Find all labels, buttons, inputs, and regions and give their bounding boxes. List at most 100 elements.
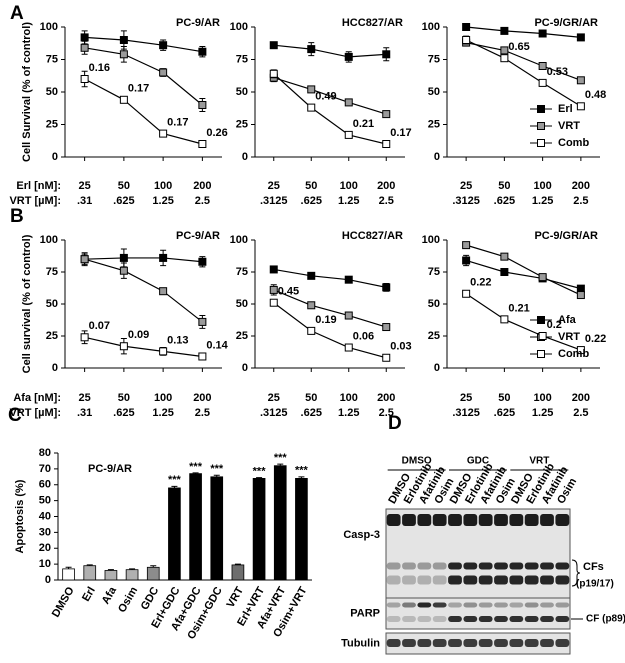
y-tick-label: 100 [40, 234, 58, 246]
y-tick-label: 70 [39, 463, 51, 475]
bar [252, 477, 266, 581]
marker [576, 346, 585, 355]
chart-title: PC-9/GR/AR [534, 17, 598, 29]
error-bar [107, 569, 114, 571]
blot-band [448, 616, 462, 622]
marker [307, 326, 316, 335]
marker [382, 110, 391, 119]
x-tick-label: .625 [494, 195, 515, 207]
blot-band [463, 602, 478, 608]
marker [344, 311, 353, 320]
marker [537, 105, 545, 113]
y-tick-label: 25 [236, 118, 248, 130]
x-tick-label: 25 [79, 180, 91, 192]
annotation: 0.22 [470, 277, 491, 289]
x-tick-label: 2.5 [195, 407, 210, 419]
error-bar [192, 472, 199, 474]
marker [80, 75, 89, 83]
bar [295, 477, 308, 581]
marker [119, 342, 128, 351]
marker [307, 103, 316, 112]
series-line [273, 302, 387, 359]
y-tick-label: 100 [230, 234, 248, 246]
marker [269, 41, 278, 50]
marker [462, 23, 471, 31]
error-bar [213, 474, 220, 477]
marker [344, 275, 353, 284]
blot-band [478, 514, 493, 526]
marker [307, 271, 316, 280]
legend-label: Comb [558, 137, 589, 149]
blot-band [494, 562, 508, 570]
x-tick-label: VRT [225, 585, 247, 610]
x-tick-label: 1.25 [152, 407, 173, 419]
x-tick-label: 200 [572, 392, 590, 404]
blot-band [448, 514, 462, 526]
annotation: 0.03 [390, 341, 411, 353]
marker [537, 139, 545, 147]
x-tick-label: 100 [533, 180, 551, 192]
blot-band [386, 514, 401, 526]
panel-label: D [388, 413, 402, 434]
blot-band [402, 562, 416, 570]
annotation: 0.2 [547, 319, 562, 331]
x-tick-label: 1.25 [532, 407, 553, 419]
x-tick-label: .625 [494, 407, 515, 419]
marker [576, 291, 585, 300]
bar [62, 568, 75, 581]
x-tick-label: .3125 [452, 407, 480, 419]
y-tick-label: 100 [230, 21, 248, 33]
y-tick-label: 25 [428, 118, 440, 130]
blot-pane [385, 508, 571, 601]
y-tick-label: 75 [428, 266, 440, 278]
panel-label: C [8, 405, 22, 426]
x-tick-label: 200 [572, 180, 590, 192]
x-tick-label: 1.25 [338, 195, 359, 207]
annotation: 0.07 [89, 320, 110, 332]
group-label: DMSO [402, 456, 432, 467]
y-tick-label: 0 [242, 362, 248, 374]
annotation: 0.17 [167, 117, 188, 129]
marker [382, 283, 391, 292]
blot-band [555, 575, 570, 585]
bar [168, 487, 181, 581]
blot-band [417, 616, 432, 622]
blot-band [417, 602, 432, 608]
error-bar [256, 477, 263, 479]
blot-band [478, 616, 493, 622]
blot-band [432, 602, 447, 608]
annotation: CF (p89) [586, 614, 625, 625]
x-row-label: VRT [µM]: [9, 407, 61, 419]
blot-band [386, 562, 401, 570]
x-tick-label: .625 [301, 407, 322, 419]
x-tick-label: 100 [533, 392, 551, 404]
annotation: *** [210, 463, 224, 475]
x-tick-label: 1.25 [338, 407, 359, 419]
blot-band [540, 616, 554, 622]
blot-band [463, 639, 478, 647]
annotation: 0.19 [315, 314, 336, 326]
y-tick-label: 25 [428, 330, 440, 342]
error-bar [298, 476, 305, 479]
marker [119, 253, 128, 262]
legend-label: VRT [558, 331, 580, 343]
legend-label: Erl [558, 103, 573, 115]
y-tick-label: 0 [434, 151, 440, 163]
marker [500, 315, 509, 324]
y-tick-label: 100 [40, 21, 58, 33]
legend-label: Afa [558, 314, 577, 326]
y-tick-label: 75 [46, 53, 58, 65]
blot-band [524, 562, 539, 570]
marker [462, 289, 471, 298]
y-tick-label: 50 [236, 298, 248, 310]
blot-band [402, 602, 416, 608]
x-tick-label: 2.5 [573, 407, 588, 419]
error-bar [171, 485, 178, 488]
x-tick-label: 50 [498, 392, 510, 404]
marker [462, 36, 471, 44]
blot-pane [385, 632, 571, 655]
x-tick-label: 2.5 [379, 195, 394, 207]
y-tick-label: 50 [428, 86, 440, 98]
blot-band [448, 602, 462, 608]
